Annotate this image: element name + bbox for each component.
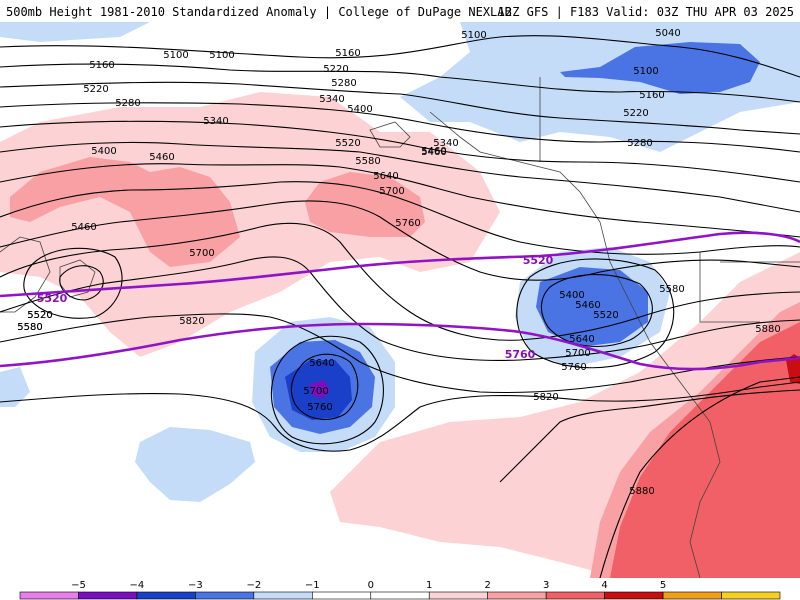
colorbar-tick-label: −3 bbox=[188, 580, 203, 591]
contour-label: 5520 bbox=[335, 138, 360, 149]
contour-label: 5640 bbox=[373, 171, 398, 182]
colorbar-tick-label: −1 bbox=[305, 580, 320, 591]
colorbar-swatch bbox=[312, 591, 372, 600]
contour-label: 5880 bbox=[755, 324, 780, 335]
colorbar-swatch bbox=[370, 591, 430, 600]
contour-label: 5220 bbox=[623, 108, 648, 119]
positive-anomaly-region bbox=[786, 354, 800, 384]
contour-label: 5100 bbox=[461, 30, 486, 41]
colorbar-tick-label: 0 bbox=[368, 580, 374, 591]
contour-label: 5820 bbox=[533, 392, 558, 403]
contour-label: 5400 bbox=[559, 290, 584, 301]
negative-anomaly-region bbox=[536, 267, 648, 347]
colorbar-swatches bbox=[19, 591, 781, 600]
contour-label: 5580 bbox=[17, 322, 42, 333]
colorbar-swatch bbox=[428, 591, 488, 600]
colorbar-swatch bbox=[487, 591, 547, 600]
colorbar-swatch bbox=[19, 591, 79, 600]
contour-label: 5700 bbox=[565, 348, 590, 359]
colorbar-tick-label: −5 bbox=[71, 580, 86, 591]
colorbar-swatch bbox=[195, 591, 255, 600]
contour-5520 bbox=[0, 231, 800, 298]
contour-label: 5880 bbox=[629, 486, 654, 497]
negative-anomaly-region bbox=[560, 42, 760, 94]
contour-label: 5460 bbox=[71, 222, 96, 233]
highlight-contours bbox=[0, 231, 800, 371]
contour-label: 5400 bbox=[347, 104, 372, 115]
positive-anomaly-region bbox=[305, 172, 425, 237]
colorbar-tick-label: −2 bbox=[246, 580, 261, 591]
contour-label: 5520 bbox=[593, 310, 618, 321]
contour-label: 5460 bbox=[421, 147, 446, 158]
negative-anomaly-region bbox=[135, 427, 255, 502]
coastline-layer bbox=[0, 77, 800, 578]
contour-label: 5460 bbox=[421, 146, 446, 157]
contour-label: 5280 bbox=[627, 138, 652, 149]
contour-label: 5340 bbox=[433, 138, 458, 149]
contour-label: 5160 bbox=[89, 60, 114, 71]
contour-label: 5580 bbox=[355, 156, 380, 167]
positive-anomaly-region bbox=[610, 322, 800, 578]
contour-label: 5700 bbox=[189, 248, 214, 259]
colorbar-ticks: −5 −4 −3 −2 −1 0 1 2 3 4 5 bbox=[71, 580, 666, 591]
contour-label: 5760 bbox=[561, 362, 586, 373]
model-run-info: 12Z GFS | F183 Valid: 03Z THU APR 03 202… bbox=[497, 5, 794, 19]
contour-label: 5220 bbox=[83, 84, 108, 95]
contour-label: 5100 bbox=[209, 50, 234, 61]
colorbar-swatch bbox=[604, 591, 664, 600]
contour-label: 5400 bbox=[91, 146, 116, 157]
contour-label: 5460 bbox=[149, 152, 174, 163]
contour-label: 5280 bbox=[331, 78, 356, 89]
colorbar-tick-label: 5 bbox=[660, 580, 666, 591]
contour-label: 5820 bbox=[179, 316, 204, 327]
contour-label: 5760 bbox=[395, 218, 420, 229]
colorbar-tick-label: 1 bbox=[426, 580, 432, 591]
highlight-contour-label: 5520 bbox=[37, 292, 68, 305]
positive-anomaly-region bbox=[10, 157, 240, 267]
colorbar-swatch bbox=[78, 591, 138, 600]
map-header: 500mb Height 1981-2010 Standardized Anom… bbox=[0, 0, 800, 22]
contour-label: 5160 bbox=[335, 48, 360, 59]
negative-anomaly-region bbox=[0, 22, 150, 42]
contour-label: 5760 bbox=[307, 402, 332, 413]
contour-label: 5520 bbox=[27, 310, 52, 321]
contour-label: 5580 bbox=[659, 284, 684, 295]
contour-label: 5340 bbox=[319, 94, 344, 105]
colorbar-swatch bbox=[136, 591, 196, 600]
contour-label: 5700 bbox=[379, 186, 404, 197]
highlight-contour-label: 5760 bbox=[505, 348, 536, 361]
colorbar-tick-label: −4 bbox=[130, 580, 145, 591]
contour-label: 5280 bbox=[115, 98, 140, 109]
contour-label: 5340 bbox=[203, 116, 228, 127]
contour-label: 5580 bbox=[17, 322, 42, 333]
colorbar-tick-label: 4 bbox=[601, 580, 607, 591]
negative-anomaly-region bbox=[0, 367, 30, 407]
highlight-contour-label: 5520 bbox=[523, 254, 554, 267]
contour-label: 5520 bbox=[27, 310, 52, 321]
contour-label: 5700 bbox=[303, 386, 328, 397]
contour-label: 5160 bbox=[639, 90, 664, 101]
contour-label: 5460 bbox=[575, 300, 600, 311]
highlight-contour-labels: 5520 5520 5760 bbox=[37, 254, 554, 361]
contour-label: 5640 bbox=[309, 358, 334, 369]
height-contours bbox=[0, 35, 800, 578]
colorbar-swatch bbox=[545, 591, 605, 600]
contour-label: 5100 bbox=[633, 66, 658, 77]
contour-label: 5100 bbox=[163, 50, 188, 61]
colorbar-swatch bbox=[253, 591, 313, 600]
contour-5760 bbox=[0, 322, 800, 371]
colorbar-tick-label: 3 bbox=[543, 580, 549, 591]
contour-label: 5640 bbox=[569, 334, 594, 345]
contour-label: 5220 bbox=[323, 64, 348, 75]
positive-anomaly-region bbox=[0, 92, 500, 357]
negative-anomaly-region bbox=[310, 380, 330, 398]
contour-label: 5040 bbox=[655, 28, 680, 39]
map-title: 500mb Height 1981-2010 Standardized Anom… bbox=[6, 5, 512, 19]
colorbar-swatch bbox=[721, 591, 781, 600]
anomaly-colorbar: −5 −4 −3 −2 −1 0 1 2 3 4 5 bbox=[19, 580, 781, 600]
colorbar-tick-label: 2 bbox=[485, 580, 491, 591]
colorbar-swatch bbox=[662, 591, 722, 600]
